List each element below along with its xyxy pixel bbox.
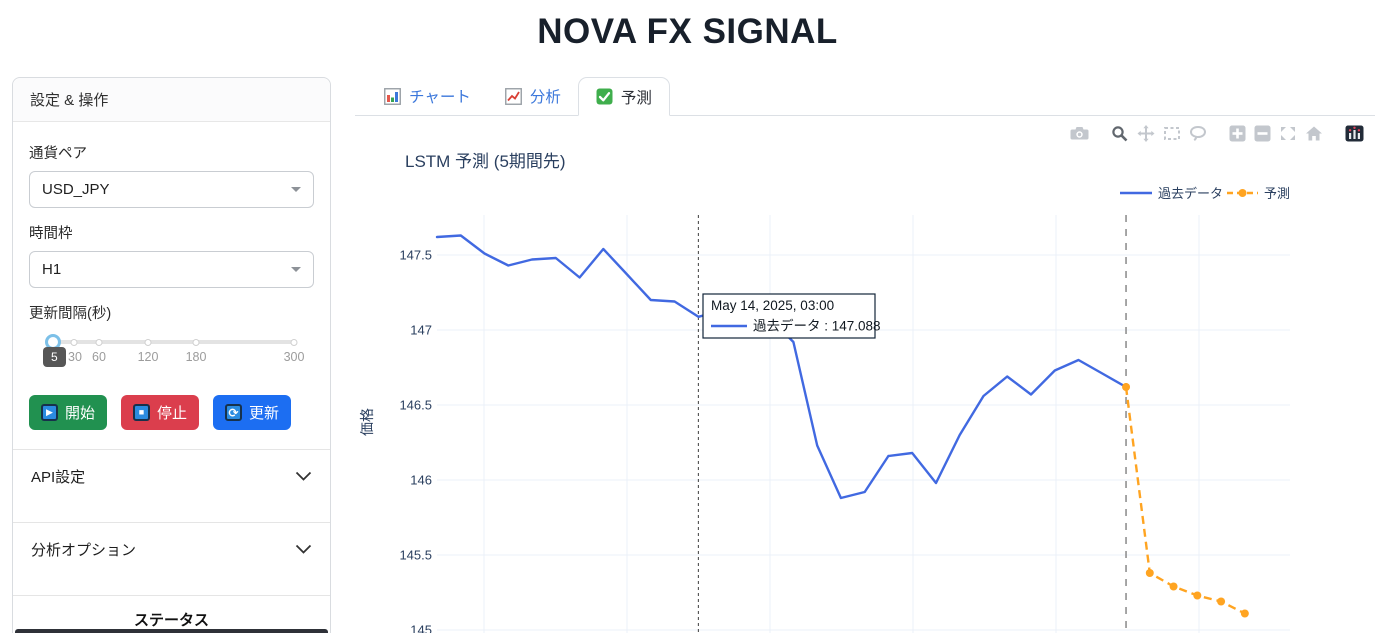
tab-chart-label: チャート [409, 89, 471, 106]
forecast-marker [1240, 609, 1249, 618]
slider-tick-label: 60 [92, 350, 106, 364]
home-icon[interactable] [1305, 125, 1323, 142]
interval-slider[interactable]: 5 30 60 120 180 300 [29, 333, 314, 391]
zoom-out-icon[interactable] [1254, 125, 1271, 142]
legend-forecast-marker [1238, 189, 1247, 197]
expander-analysis-options-label: 分析オプション [31, 542, 137, 559]
bar-chart-icon [384, 87, 401, 105]
slider-tick-label: 180 [185, 350, 207, 364]
legend-forecast-label: 予測 [1264, 186, 1290, 201]
historical-series-line [435, 234, 1128, 500]
start-button[interactable]: ▶ 開始 [29, 395, 108, 430]
interval-label: 更新間隔(秒) [29, 306, 112, 322]
divider [13, 595, 330, 596]
slider-tick [144, 338, 152, 346]
slider-tick-label: 300 [283, 350, 305, 364]
y-tick-label: 147.5 [399, 248, 432, 263]
slider-tick [95, 338, 103, 346]
box-select-icon[interactable] [1163, 125, 1181, 142]
timeframe-label: 時間枠 [29, 226, 73, 242]
slider-tick [290, 338, 298, 346]
divider [13, 522, 330, 523]
currency-pair-label: 通貨ペア [29, 146, 87, 162]
tooltip-date: May 14, 2025, 03:00 [711, 298, 834, 313]
currency-pair-select[interactable]: USD_JPY [29, 171, 314, 208]
main-content: チャート 分析 予測 [355, 77, 1375, 633]
forecast-marker [1169, 582, 1178, 591]
refresh-button-label: 更新 [249, 405, 280, 422]
status-section: ステータス 実行中 最終更新: 07:41:53 [29, 609, 314, 633]
page-title: NOVA FX SIGNAL [537, 12, 838, 51]
lasso-icon[interactable] [1189, 125, 1207, 142]
start-button-label: 開始 [65, 405, 96, 422]
camera-icon[interactable] [1070, 125, 1089, 142]
divider [13, 449, 330, 450]
tooltip-value: 過去データ : 147.088 [753, 318, 881, 334]
play-icon: ▶ [41, 404, 58, 421]
log-panel-edge [15, 629, 328, 633]
y-axis-title: 価格 [359, 408, 375, 436]
chevron-down-icon [295, 471, 312, 482]
stop-button-label: 停止 [157, 405, 188, 422]
refresh-button[interactable]: ⟳ 更新 [213, 395, 292, 430]
chevron-down-icon [291, 187, 301, 192]
tooltip-box [702, 293, 876, 339]
stop-icon: ■ [133, 404, 151, 421]
pan-icon[interactable] [1137, 125, 1155, 142]
forecast-marker [1217, 597, 1226, 606]
tab-bar: チャート 分析 予測 [355, 77, 1375, 116]
stop-button[interactable]: ■ 停止 [121, 395, 200, 430]
tab-chart[interactable]: チャート [367, 77, 488, 115]
expander-analysis-options[interactable]: 分析オプション [29, 523, 314, 576]
slider-tick-label: 120 [137, 350, 159, 364]
chevron-down-icon [291, 267, 301, 272]
currency-pair-value: USD_JPY [42, 181, 110, 198]
timeframe-value: H1 [42, 261, 62, 278]
slider-tick-label: 30 [68, 350, 82, 364]
zoom-icon[interactable] [1111, 125, 1129, 142]
line-chart-icon [504, 87, 522, 105]
y-tick-label: 145.5 [399, 548, 432, 563]
tab-forecast[interactable]: 予測 [577, 77, 670, 116]
forecast-marker [1122, 383, 1131, 391]
legend-historical-label: 過去データ [1158, 186, 1223, 201]
y-tick-label: 146.5 [399, 398, 432, 413]
chart-title: LSTM 予測 (5期間先) [405, 152, 566, 171]
forecast-series-line [1124, 386, 1246, 615]
check-icon [596, 88, 613, 105]
plotly-modebar [1070, 125, 1364, 142]
forecast-marker [1145, 569, 1154, 577]
y-tick-label: 146 [410, 473, 432, 488]
refresh-icon: ⟳ [225, 404, 243, 421]
y-tick-label: 147 [410, 323, 432, 338]
status-title: ステータス [133, 612, 209, 629]
timeframe-select[interactable]: H1 [29, 251, 314, 288]
slider-track[interactable] [49, 340, 294, 344]
slider-tick [70, 338, 78, 346]
sidebar: 設定 & 操作 通貨ペア USD_JPY 時間枠 H1 更新間隔(秒) [12, 77, 331, 633]
slider-tick [192, 338, 200, 346]
expander-api-settings-label: API設定 [31, 469, 86, 486]
forecast-marker [1193, 591, 1202, 600]
y-tick-label: 145 [410, 623, 432, 633]
expander-api-settings[interactable]: API設定 [29, 450, 314, 503]
autoscale-icon[interactable] [1279, 125, 1297, 142]
slider-value-badge: 5 [43, 347, 66, 367]
tab-analysis[interactable]: 分析 [488, 77, 578, 115]
sidebar-header: 設定 & 操作 [13, 78, 330, 122]
forecast-chart[interactable]: 147.5 147 146.5 146 145.5 145 価格 LSTM 予測 (5期間先)… [355, 140, 1375, 633]
tab-forecast-label: 予測 [620, 89, 652, 107]
plotly-logo-icon[interactable] [1345, 125, 1364, 142]
zoom-in-icon[interactable] [1229, 125, 1246, 142]
chevron-down-icon [295, 544, 312, 555]
tab-analysis-label: 分析 [529, 89, 561, 106]
